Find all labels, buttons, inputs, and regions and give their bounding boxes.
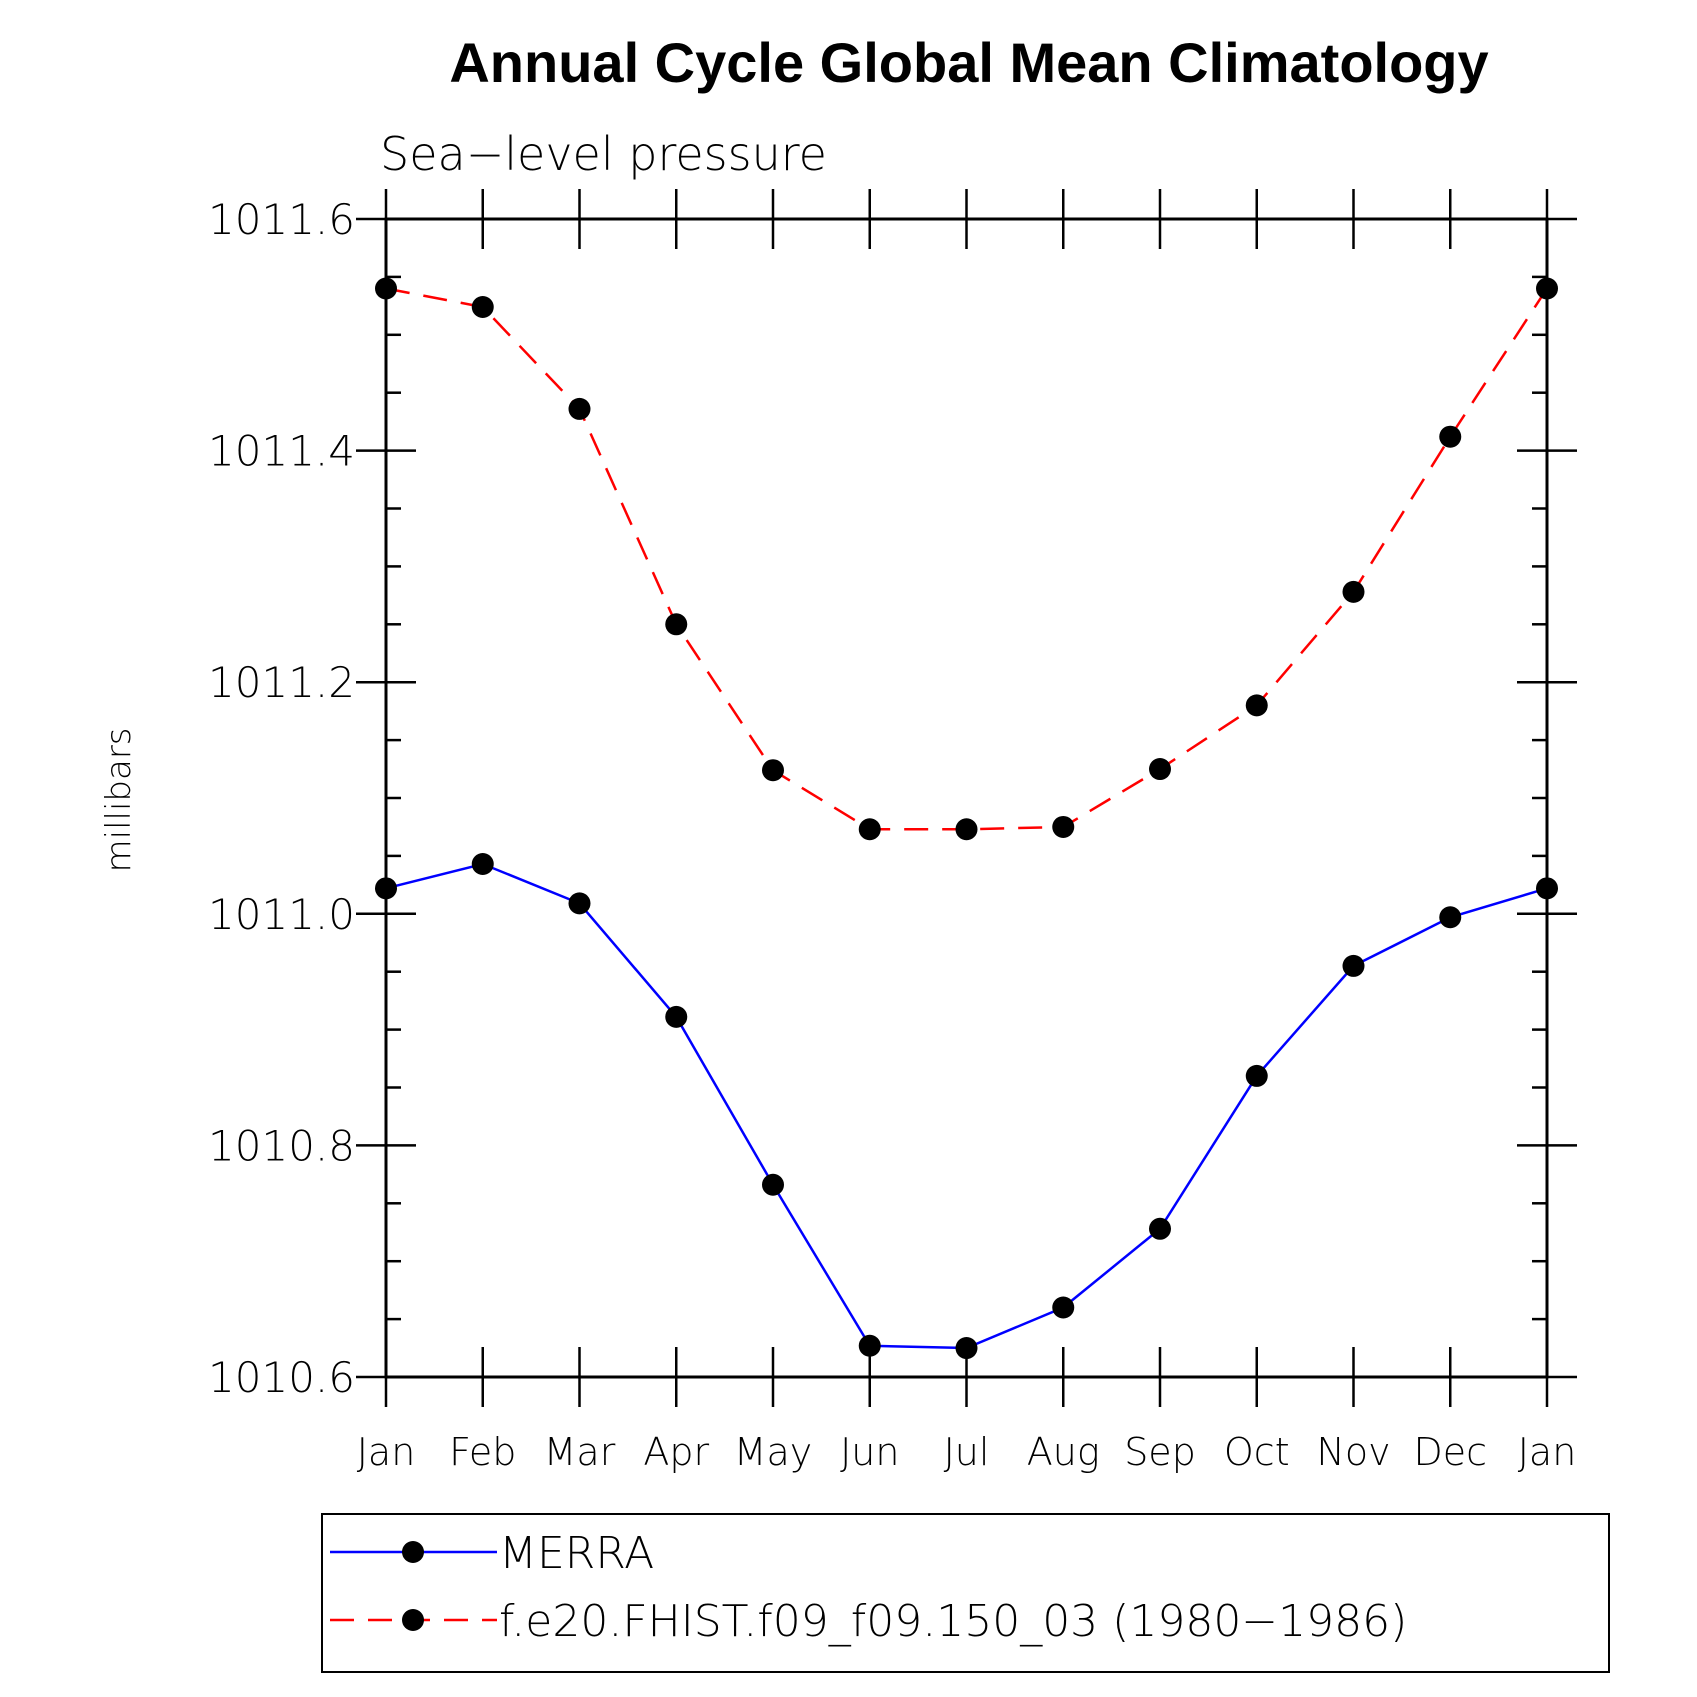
- x-tick-label: Jan: [357, 1430, 416, 1474]
- data-point: [568, 397, 591, 420]
- data-point: [1052, 1296, 1075, 1319]
- series-layer: [375, 277, 1558, 1360]
- series-line-1: [385, 287, 1549, 831]
- legend: MERRA f.e20.FHIST.f09_f09.150_03 (1980−19…: [330, 1528, 1407, 1647]
- x-tick-label: Aug: [1027, 1430, 1100, 1474]
- data-point: [1149, 758, 1171, 781]
- data-point: [471, 296, 494, 319]
- data-point: [1439, 425, 1462, 448]
- chart-title: Annual Cycle Global Mean Climatology: [449, 31, 1488, 94]
- data-point: [471, 853, 494, 876]
- x-tick-label: Feb: [449, 1430, 516, 1474]
- x-tick-label: Oct: [1224, 1430, 1290, 1474]
- data-point: [762, 1173, 784, 1196]
- data-point: [955, 818, 978, 841]
- y-axis-label: millibars: [99, 727, 139, 872]
- legend-marker-0: [402, 1541, 424, 1563]
- x-tick-label: Sep: [1124, 1430, 1196, 1474]
- data-point: [665, 613, 688, 636]
- legend-label-1: f.e20.FHIST.f09_f09.150_03 (1980−1986): [499, 1596, 1407, 1647]
- y-tick-label: 1011.4: [208, 427, 355, 476]
- series-line-0: [385, 862, 1548, 1350]
- data-point: [858, 1334, 881, 1357]
- legend-marker-1: [402, 1609, 424, 1631]
- data-point: [1536, 277, 1558, 300]
- plot-frame: [384, 217, 1549, 1379]
- data-point: [375, 277, 397, 300]
- y-tick-label: 1011.2: [208, 658, 355, 707]
- data-point: [1245, 1064, 1268, 1087]
- x-tick-label: May: [734, 1430, 813, 1474]
- data-point: [665, 1005, 688, 1028]
- data-point: [1536, 877, 1558, 900]
- data-point: [762, 759, 784, 782]
- data-point: [375, 877, 397, 900]
- data-point: [1342, 580, 1365, 603]
- data-point: [1052, 815, 1075, 838]
- legend-label-0: MERRA: [499, 1528, 654, 1579]
- data-point: [568, 892, 591, 915]
- y-tick-label: 1010.8: [208, 1121, 355, 1170]
- data-point: [955, 1337, 978, 1360]
- chart-subtitle: Sea−level pressure: [380, 127, 827, 181]
- x-tick-label: Apr: [643, 1430, 709, 1474]
- y-tick-label: 1011.0: [208, 890, 355, 939]
- x-tick-label: Jun: [840, 1430, 899, 1474]
- x-tick-label: Mar: [544, 1430, 616, 1474]
- data-point: [1342, 954, 1365, 977]
- data-point: [1149, 1217, 1171, 1240]
- data-point: [858, 818, 881, 841]
- data-point: [1245, 694, 1268, 717]
- x-tick-label: Jan: [1518, 1430, 1577, 1474]
- x-tick-label: Dec: [1413, 1430, 1487, 1474]
- legend-box: [321, 1513, 1610, 1673]
- y-tick-label: 1010.6: [208, 1353, 355, 1402]
- x-tick-label: Nov: [1316, 1430, 1390, 1474]
- axis-ticks: Jan Feb Mar Apr May Jun Jul Aug Sep Oct Nov Dec Jan1…: [208, 189, 1577, 1474]
- data-point: [1439, 906, 1462, 929]
- x-tick-label: Jul: [944, 1430, 990, 1474]
- y-tick-label: 1011.6: [208, 195, 355, 244]
